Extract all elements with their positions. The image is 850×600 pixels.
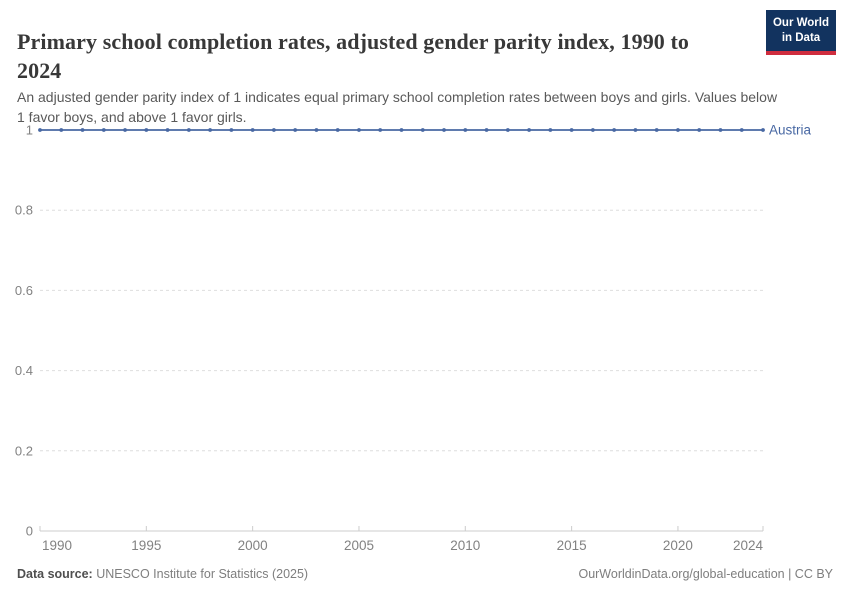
y-axis-tick-label: 0.6 — [15, 283, 33, 298]
chart-footer: Data source: UNESCO Institute for Statis… — [17, 567, 833, 581]
x-axis-tick-label: 2005 — [344, 538, 374, 553]
data-point — [186, 128, 191, 132]
data-point — [590, 128, 595, 132]
data-point — [250, 128, 255, 132]
y-axis-tick-label: 1 — [26, 123, 33, 138]
data-point — [739, 128, 744, 132]
data-point — [654, 128, 659, 132]
x-axis-tick-label: 2024 — [733, 538, 764, 553]
data-point — [399, 128, 404, 132]
data-point — [229, 128, 234, 132]
data-point — [378, 128, 383, 132]
data-point — [463, 128, 468, 132]
data-point — [335, 128, 340, 132]
data-point — [676, 128, 680, 132]
x-axis-tick-label: 2020 — [663, 538, 693, 553]
x-axis-tick-label: 1990 — [42, 538, 72, 553]
owid-logo-line1: Our World — [772, 17, 829, 29]
x-axis-tick-label: 2010 — [450, 538, 480, 553]
data-point — [420, 128, 425, 132]
series-entity-label[interactable]: Austria — [769, 123, 812, 138]
data-point — [272, 128, 276, 132]
data-source-value: UNESCO Institute for Statistics (2025) — [92, 567, 309, 581]
data-point — [527, 128, 531, 132]
data-point — [505, 128, 510, 132]
data-point — [484, 128, 489, 132]
chart-subtitle: An adjusted gender parity index of 1 ind… — [17, 89, 778, 126]
owid-logo-accent-bar — [766, 50, 836, 55]
data-source-label: Data source: — [17, 567, 93, 581]
data-point — [442, 128, 446, 132]
data-point — [165, 128, 170, 132]
x-axis-tick-label: 2000 — [238, 538, 268, 553]
y-axis-tick-label: 0 — [26, 524, 33, 539]
data-point — [123, 128, 127, 132]
data-point — [293, 128, 298, 132]
data-point — [548, 128, 553, 132]
data-point — [80, 128, 85, 132]
data-point — [314, 128, 319, 132]
data-point — [569, 128, 574, 132]
page-title: Primary school completion rates, adjuste… — [17, 28, 690, 83]
credit-link: OurWorldinData.org/global-education | CC… — [578, 567, 833, 581]
data-point — [697, 128, 702, 132]
data-point — [208, 128, 213, 132]
data-point — [38, 128, 42, 132]
data-point — [633, 128, 638, 132]
y-axis-tick-label: 0.4 — [15, 363, 33, 378]
data-point — [718, 128, 723, 132]
x-axis-tick-label: 1995 — [131, 538, 161, 553]
owid-logo-box: Our World in Data — [766, 10, 836, 51]
owid-logo-line2: in Data — [781, 31, 821, 44]
x-axis-tick-label: 2015 — [557, 538, 587, 553]
owid-logo: Our World in Data — [766, 10, 836, 55]
data-point — [612, 128, 617, 132]
data-point — [144, 128, 149, 132]
data-point — [357, 128, 361, 132]
y-axis-tick-label: 0.8 — [15, 203, 33, 218]
data-point — [59, 128, 64, 132]
data-point — [101, 128, 106, 132]
y-axis-tick-label: 0.2 — [15, 443, 33, 458]
data-point — [761, 128, 765, 132]
